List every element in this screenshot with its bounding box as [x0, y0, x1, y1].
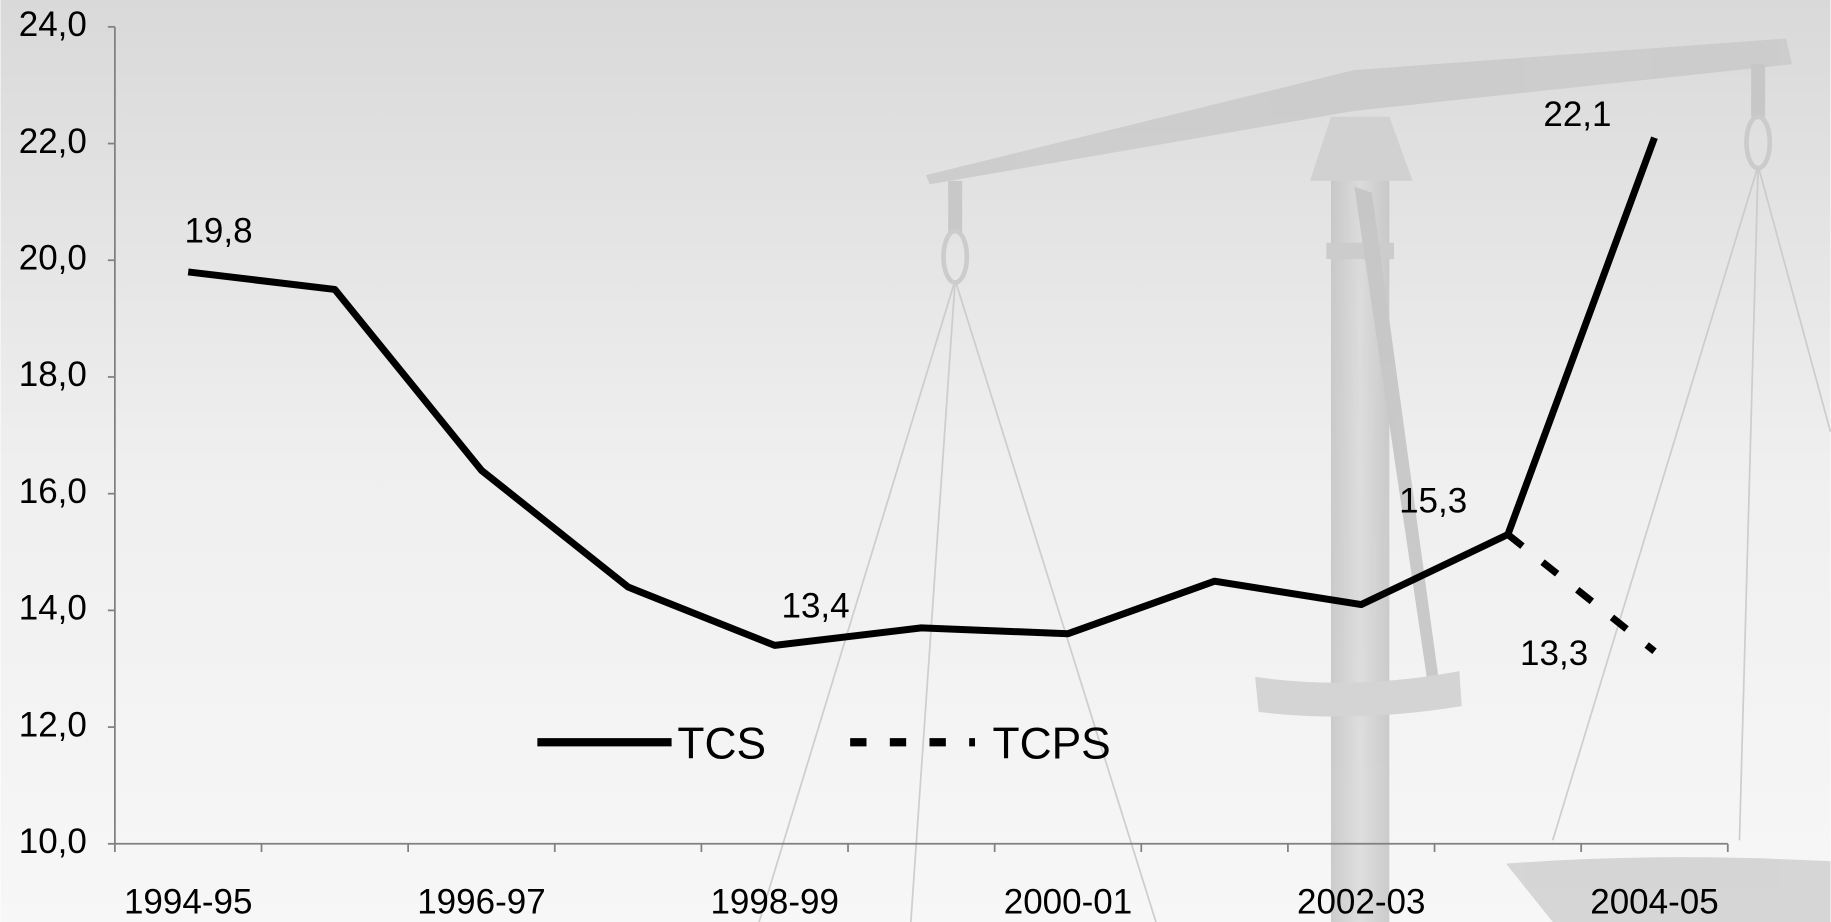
y-tick-label: 16,0 [19, 472, 87, 511]
x-tick-label: 2004-05 [1590, 883, 1718, 922]
y-tick-label: 10,0 [19, 822, 87, 861]
y-tick-label: 20,0 [19, 239, 87, 278]
y-tick-label: 22,0 [19, 122, 87, 161]
data-label: 19,8 [184, 212, 252, 251]
legend-label: TCPS [993, 720, 1111, 769]
y-tick-label: 12,0 [19, 705, 87, 744]
background [1, 0, 1831, 922]
data-label: 22,1 [1543, 95, 1611, 134]
x-tick-label: 1994-95 [124, 883, 252, 922]
pillar-ring [1326, 243, 1394, 259]
chart: TCS TCPS 10,0 12,0 14,0 16,0 18,0 20,0 22,0 24,… [0, 0, 1831, 922]
data-label: 15,3 [1399, 481, 1467, 520]
x-tick-label: 2000-01 [1004, 883, 1132, 922]
page: {"chart_data": {"type": "line", "categor… [0, 0, 1831, 922]
y-tick-label: 18,0 [19, 355, 87, 394]
data-label: 13,3 [1520, 634, 1588, 673]
hook [948, 181, 962, 234]
x-tick-label: 1998-99 [710, 883, 838, 922]
y-tick-label: 14,0 [19, 589, 87, 628]
x-tick-label: 1996-97 [417, 883, 545, 922]
data-label: 13,4 [781, 586, 849, 625]
y-tick-label: 24,0 [19, 5, 87, 44]
legend-label: TCS [677, 720, 766, 769]
x-tick-label: 2002-03 [1297, 883, 1425, 922]
hook [1751, 64, 1765, 117]
